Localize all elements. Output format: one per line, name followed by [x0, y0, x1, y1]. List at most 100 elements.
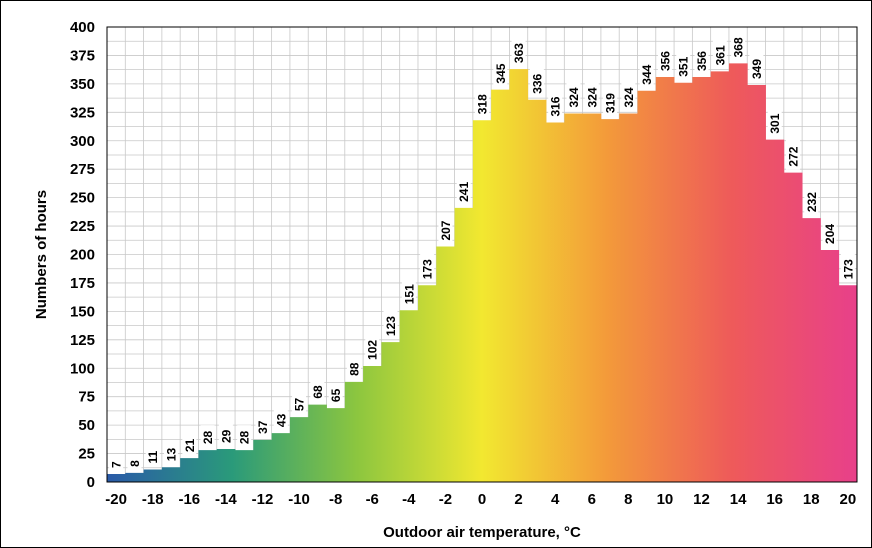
plot-border: [106, 26, 858, 483]
data-label-text: 319: [604, 93, 618, 113]
x-axis-title: Outdoor air temperature, °C: [383, 524, 581, 541]
data-label: 324: [584, 80, 599, 111]
data-label-text: 173: [421, 259, 435, 279]
y-tick-label: 100: [70, 360, 95, 377]
data-label-text: 351: [677, 56, 691, 76]
data-label-text: 88: [347, 362, 361, 376]
x-tick-label: -18: [142, 491, 164, 508]
data-label: 344: [639, 57, 654, 88]
data-label-text: 13: [165, 448, 179, 462]
data-label-text: 123: [384, 316, 398, 336]
x-tick-label: -2: [439, 491, 452, 508]
data-label: 57: [292, 392, 307, 415]
y-tick-label: 200: [70, 247, 95, 264]
data-label: 232: [804, 185, 819, 216]
y-tick-label: 150: [70, 303, 95, 320]
data-label-text: 28: [238, 430, 252, 444]
data-label: 363: [511, 36, 526, 67]
y-tick-label: 250: [70, 190, 95, 207]
data-label-text: 324: [622, 87, 636, 107]
data-label-text: 37: [256, 420, 270, 434]
x-tick-label: -6: [366, 491, 379, 508]
data-label-text: 207: [439, 220, 453, 240]
data-label: 356: [657, 44, 672, 75]
data-label-text: 356: [658, 51, 672, 71]
x-tick-label: 14: [730, 491, 747, 508]
data-label: 88: [346, 356, 361, 379]
data-label-text: 344: [640, 64, 654, 84]
data-label-text: 336: [530, 73, 544, 93]
data-label: 28: [237, 425, 252, 448]
data-label: 204: [822, 216, 837, 247]
data-label-text: 356: [695, 51, 709, 71]
data-label-text: 324: [585, 87, 599, 107]
x-tick-label: 20: [840, 491, 857, 508]
data-label: 21: [182, 433, 197, 456]
data-label-text: 232: [805, 192, 819, 212]
y-tick-label: 300: [70, 133, 95, 150]
data-label: 316: [548, 89, 563, 120]
data-label-text: 241: [457, 182, 471, 202]
x-tick-label: 0: [478, 491, 486, 508]
data-label-text: 318: [476, 94, 490, 114]
data-label: 324: [566, 80, 581, 111]
data-label: 207: [438, 213, 453, 244]
x-tick-label: 18: [803, 491, 820, 508]
data-label: 345: [493, 56, 508, 87]
data-label-text: 65: [329, 388, 343, 402]
x-tick-label: -12: [252, 491, 274, 508]
y-tick-label: 0: [87, 474, 95, 491]
data-label-text: 349: [750, 59, 764, 79]
x-tick-label: 12: [693, 491, 710, 508]
data-label-text: 8: [128, 460, 142, 467]
data-label: 368: [731, 30, 746, 61]
data-label-text: 324: [567, 87, 581, 107]
y-tick-label: 225: [70, 218, 95, 235]
data-label-text: 11: [146, 450, 160, 463]
x-tick-label: -10: [288, 491, 310, 508]
data-label: 43: [273, 408, 288, 431]
data-label-text: 21: [183, 438, 197, 452]
x-tick-label: -14: [215, 491, 237, 508]
x-tick-labels: -20 -18 -16 -14 -12 -10 -8 -6 -4 -2 0 2 4 6 8 10 12 14 16 1…: [105, 491, 856, 508]
data-label: 65: [328, 383, 343, 406]
data-label-text: 173: [841, 259, 855, 279]
x-tick-label: 10: [657, 491, 674, 508]
x-tick-label: -16: [178, 491, 200, 508]
data-label: 123: [383, 309, 398, 340]
data-label: 29: [218, 424, 233, 447]
y-tick-label: 50: [78, 417, 95, 434]
data-label-text: 272: [786, 146, 800, 166]
x-tick-label: 16: [766, 491, 783, 508]
y-tick-label: 325: [70, 104, 95, 121]
data-label: 173: [420, 252, 435, 283]
y-tick-label: 175: [70, 275, 95, 292]
y-tick-label: 375: [70, 47, 95, 64]
data-label-text: 68: [311, 385, 325, 399]
data-label-text: 368: [732, 37, 746, 57]
data-label: 351: [676, 49, 691, 80]
y-tick-labels: 0 25 50 75 100 125 150 175 200 225 250 275 300 325 350…: [70, 19, 95, 491]
data-labels: 7 8 11 13 21 28 29 28 37 43 57 68 65 88 102 123 151 173 20…: [109, 30, 855, 472]
data-label-text: 7: [110, 461, 124, 468]
data-label-text: 345: [494, 63, 508, 83]
data-label: 102: [365, 332, 380, 363]
data-label: 318: [475, 87, 490, 118]
data-label: 151: [401, 277, 416, 308]
data-label-text: 151: [402, 284, 416, 304]
data-label-text: 301: [768, 113, 782, 133]
data-label: 356: [694, 44, 709, 75]
data-label-text: 29: [219, 429, 233, 443]
data-label: 319: [603, 86, 618, 117]
data-label: 241: [456, 174, 471, 205]
x-tick-label: 2: [514, 491, 522, 508]
data-label: 324: [621, 80, 636, 111]
data-label-text: 43: [274, 413, 288, 427]
data-label: 301: [767, 106, 782, 137]
data-label: 37: [255, 414, 270, 437]
data-label: 173: [840, 252, 855, 283]
data-label: 8: [127, 455, 142, 470]
data-label: 361: [712, 38, 727, 69]
data-label: 11: [145, 444, 160, 467]
